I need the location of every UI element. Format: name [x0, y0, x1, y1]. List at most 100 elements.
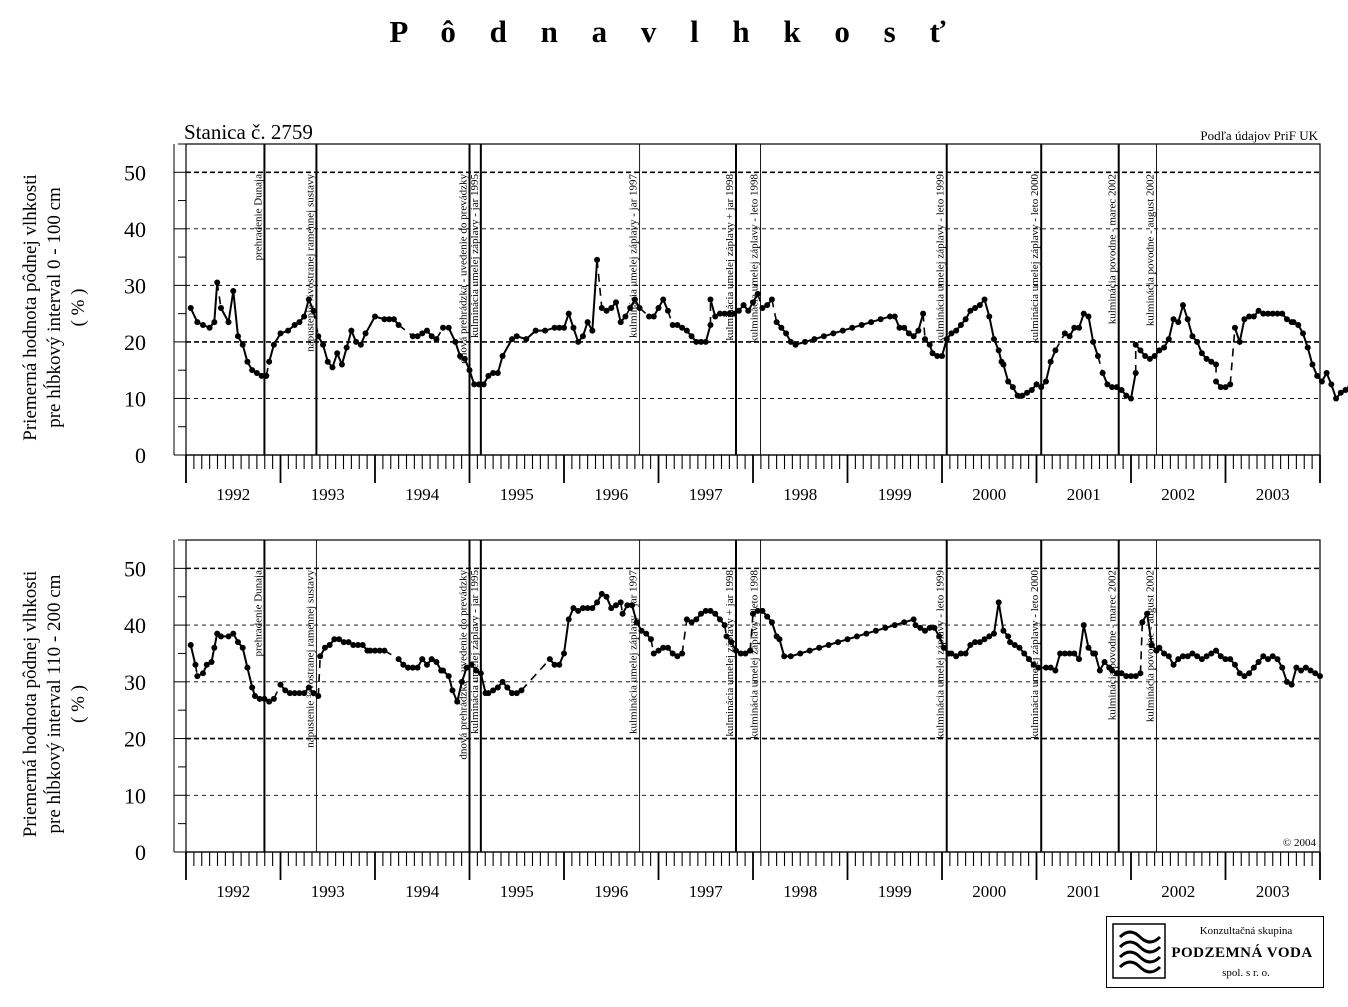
data-point [598, 590, 605, 597]
data-point [660, 296, 667, 303]
data-point [920, 310, 927, 317]
data-point [305, 296, 312, 303]
data-point [1096, 667, 1103, 674]
data-point [1011, 641, 1018, 648]
data-point [986, 313, 993, 320]
data-point [381, 316, 388, 323]
data-point [409, 333, 416, 340]
data-point [1231, 661, 1238, 668]
event-label: prehradenie Dunaja [252, 570, 264, 657]
data-point [1269, 653, 1276, 660]
data-point [1076, 656, 1083, 663]
data-point [200, 670, 207, 677]
data-point [194, 673, 201, 680]
y-axis-title-line: pre hĺbkový interval 110 - 200 cm [43, 574, 65, 833]
data-point [716, 616, 723, 623]
data-point [414, 333, 421, 340]
data-point [354, 641, 361, 648]
data-point [926, 341, 933, 348]
data-point [277, 330, 284, 337]
data-point [1217, 384, 1224, 391]
data-point [285, 327, 292, 334]
data-point [1269, 310, 1276, 317]
data-point [291, 321, 298, 328]
x-tick-label: 2000 [972, 485, 1006, 504]
data-point [825, 641, 832, 648]
x-tick-label: 2000 [972, 882, 1006, 901]
data-point [194, 319, 201, 326]
data-point [669, 650, 676, 657]
data-point [266, 698, 273, 705]
data-point [629, 602, 636, 609]
data-point [214, 279, 221, 286]
data-point [1066, 650, 1073, 657]
series-line [549, 592, 622, 666]
series-line [778, 618, 914, 658]
data-point [499, 353, 506, 360]
data-point [310, 307, 317, 314]
data-point [1161, 650, 1168, 657]
station-label: Stanica č. 2759 [184, 120, 313, 144]
data-point [1318, 378, 1325, 385]
data-point [1260, 310, 1267, 317]
data-point [1333, 395, 1340, 402]
data-point [348, 327, 355, 334]
data-point [986, 633, 993, 640]
data-point [471, 381, 478, 388]
data-point [1161, 344, 1168, 351]
series-gap-connector [681, 619, 688, 654]
data-point [187, 304, 194, 311]
x-tick-label: 1994 [405, 485, 440, 504]
data-point [948, 330, 955, 337]
data-point [1128, 395, 1134, 402]
event-label: kulminácia umelej záplavy - leto 1999 [935, 570, 947, 739]
event-label: kulminácia umelej záplavy - leto 2000 [1029, 174, 1041, 343]
series-line [1094, 653, 1111, 674]
event-label: prehradenie Dunaja [252, 174, 264, 261]
y-tick-label: 30 [124, 273, 146, 298]
data-point [249, 684, 256, 691]
data-point [301, 313, 308, 320]
data-point [1109, 384, 1116, 391]
data-point [905, 330, 912, 337]
data-point [225, 319, 232, 326]
data-point [698, 610, 705, 617]
data-point [546, 656, 553, 663]
data-point [336, 636, 343, 643]
data-point [1009, 384, 1016, 391]
data-point [1005, 378, 1012, 385]
data-point [1071, 324, 1078, 331]
data-point [754, 607, 761, 614]
data-point [1236, 338, 1243, 345]
data-point [296, 690, 303, 697]
data-point [868, 319, 875, 326]
source-note: Podľa údajov PriF UK [1200, 128, 1318, 143]
data-point [721, 310, 728, 317]
data-point [1144, 610, 1151, 617]
data-point [1113, 670, 1120, 677]
data-point [726, 310, 733, 317]
data-point [811, 336, 818, 343]
data-point [915, 327, 922, 334]
data-point [863, 630, 870, 637]
data-point [440, 667, 447, 674]
event-label: kulminácia umelej záplavy - jar 1995 [469, 174, 481, 339]
data-point [263, 372, 270, 379]
x-tick-label: 1997 [689, 485, 724, 504]
data-point [551, 661, 558, 668]
series-gap-connector [398, 324, 414, 337]
data-point [239, 644, 246, 651]
data-point [953, 653, 960, 660]
data-point [1101, 658, 1108, 665]
data-point [655, 647, 662, 654]
data-point [230, 288, 237, 295]
data-point [683, 616, 690, 623]
data-point [556, 661, 563, 668]
data-point [1299, 330, 1306, 337]
data-point [334, 350, 341, 357]
data-point [688, 619, 695, 626]
data-point [1170, 661, 1177, 668]
data-point [995, 599, 1002, 606]
data-point [716, 310, 723, 317]
data-point [445, 673, 452, 680]
